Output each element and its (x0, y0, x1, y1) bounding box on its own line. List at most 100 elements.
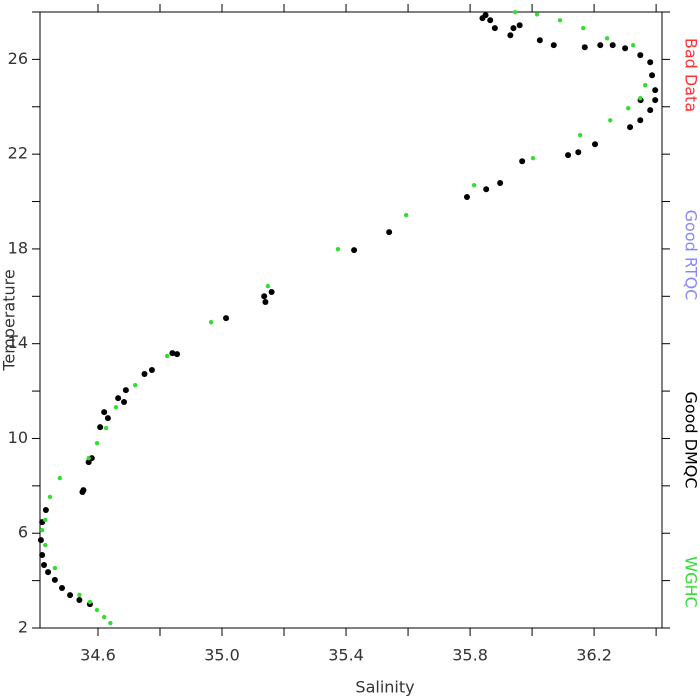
data-point (87, 599, 93, 605)
x-tick-label: 35.8 (452, 646, 488, 665)
data-point (45, 569, 52, 576)
data-point (649, 72, 656, 79)
data-point (262, 298, 269, 305)
legend-entry: WGHC (682, 556, 700, 607)
data-point (59, 584, 66, 591)
data-point (483, 186, 490, 193)
data-point (652, 87, 659, 94)
data-point (536, 37, 543, 44)
data-point (101, 409, 108, 416)
data-point (86, 455, 91, 461)
data-point (581, 44, 588, 51)
data-point (604, 36, 610, 41)
data-point (132, 382, 138, 388)
data-point (557, 18, 563, 23)
data-point (108, 620, 113, 626)
plot-frame (39, 11, 663, 629)
data-point (67, 592, 74, 599)
data-point (351, 247, 358, 254)
y-tick-label: 10 (8, 428, 28, 447)
data-point (43, 542, 48, 548)
legend-entry: Bad Data (682, 38, 700, 112)
x-tick-label: 36.2 (576, 646, 612, 665)
data-point (148, 366, 155, 373)
data-point (577, 133, 583, 138)
data-point (39, 527, 45, 533)
x-tick-label: 35.0 (204, 646, 240, 665)
data-point (608, 118, 613, 123)
data-point (335, 246, 341, 252)
data-point (223, 315, 230, 322)
data-point (80, 487, 87, 494)
data-point (101, 614, 107, 620)
data-point (637, 52, 644, 59)
data-point (519, 158, 526, 165)
data-point (463, 194, 470, 201)
data-point (512, 10, 518, 15)
data-point (265, 283, 271, 289)
data-point (51, 576, 58, 583)
data-point (41, 561, 48, 568)
data-point (516, 22, 523, 29)
y-tick-label: 18 (8, 238, 28, 257)
data-point (510, 25, 517, 32)
y-tick-label: 2 (18, 618, 28, 637)
data-point (630, 42, 636, 48)
data-point (37, 537, 44, 544)
legend-entry: Good RTQC (682, 210, 700, 301)
data-point (622, 45, 629, 52)
data-point (47, 494, 53, 500)
data-point (42, 507, 49, 514)
data-point (76, 597, 83, 604)
data-point (39, 552, 46, 559)
data-point (647, 59, 654, 66)
data-point (122, 387, 129, 394)
y-axis-label: Temperature (0, 269, 19, 371)
data-point (497, 180, 504, 187)
data-point (643, 83, 648, 88)
data-point (652, 97, 659, 104)
data-point (113, 404, 119, 410)
data-point (169, 350, 176, 357)
x-tick-label: 34.6 (80, 646, 116, 665)
data-point (530, 155, 536, 161)
data-point (609, 42, 616, 49)
data-point (115, 395, 122, 402)
data-point (57, 475, 63, 481)
data-point (507, 32, 514, 39)
data-point (491, 25, 498, 32)
data-point (268, 289, 275, 296)
data-point (626, 105, 631, 111)
data-point (77, 592, 82, 598)
x-tick-label: 35.4 (328, 646, 364, 665)
data-point (208, 319, 214, 325)
y-tick-label: 14 (8, 333, 28, 352)
data-point (97, 424, 104, 431)
data-point (482, 12, 489, 19)
data-point (581, 25, 586, 31)
data-point (121, 398, 128, 405)
data-point (103, 425, 109, 431)
data-point (647, 107, 654, 114)
legend-entry: Good DMQC (682, 391, 700, 488)
data-point (94, 607, 100, 613)
data-point (43, 517, 48, 523)
data-point (164, 353, 170, 359)
y-tick-label: 22 (8, 144, 28, 163)
data-point (386, 229, 393, 236)
data-point (575, 149, 582, 156)
data-point (471, 182, 477, 188)
x-axis-label: Salinity (355, 678, 414, 697)
data-point (597, 42, 604, 49)
data-point (403, 212, 409, 218)
data-point (174, 351, 181, 358)
data-point (637, 117, 644, 124)
data-point (52, 565, 58, 571)
y-tick-label: 6 (18, 523, 28, 542)
data-point (550, 42, 557, 49)
data-point (261, 293, 268, 300)
data-point (638, 96, 643, 101)
y-tick-label: 26 (8, 49, 28, 68)
data-point (534, 12, 540, 17)
